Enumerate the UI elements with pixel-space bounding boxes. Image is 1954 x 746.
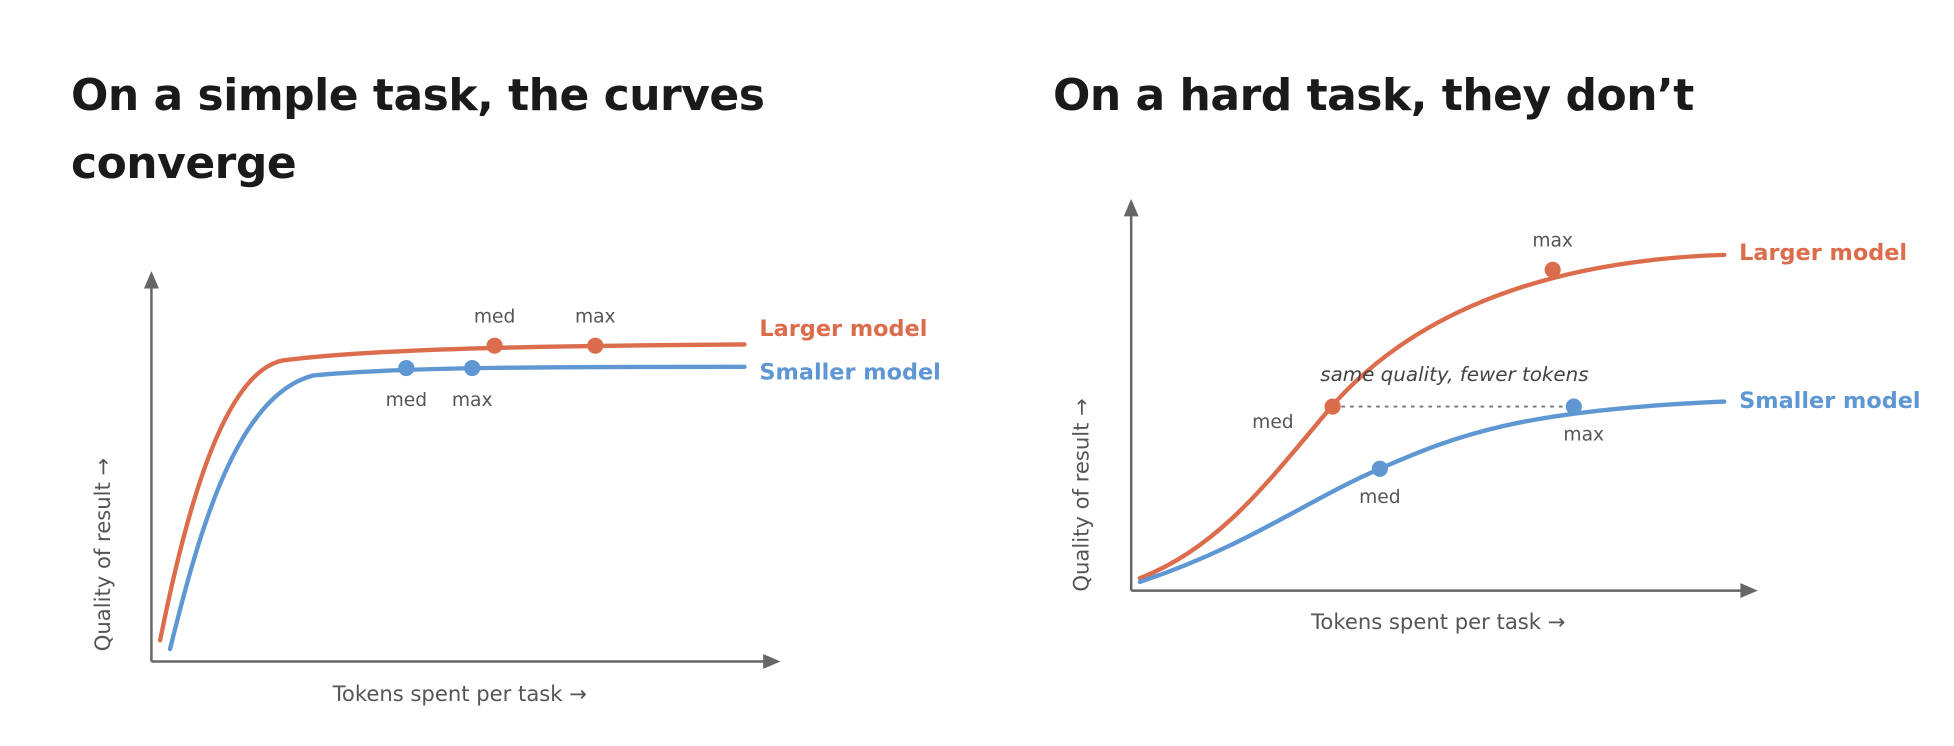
right-diagram: med max med max same quality, fewer toke… — [1069, 198, 1921, 634]
axis-arrow — [1740, 583, 1758, 599]
larger-model-curve — [1137, 252, 1727, 581]
x-axis-label: Tokens spent per task → — [1310, 609, 1565, 634]
point-label: med — [474, 307, 515, 328]
point — [1544, 261, 1561, 278]
point — [486, 337, 503, 354]
series-label: Larger model — [759, 316, 927, 342]
point-label: med — [386, 390, 427, 411]
smaller-model-curve — [1137, 399, 1727, 585]
axis-arrow — [143, 271, 159, 289]
point — [587, 337, 604, 354]
point — [1565, 398, 1582, 415]
axes — [1129, 208, 1748, 592]
panel-title: On a hard task, they don’t — [1053, 70, 1694, 121]
x-axis-label: Tokens spent per task → — [332, 681, 587, 706]
point-label: max — [1563, 425, 1604, 446]
series-label: Smaller model — [1739, 388, 1920, 414]
point-label: max — [452, 390, 493, 411]
point — [1371, 460, 1388, 477]
point-label: med — [1252, 412, 1293, 433]
point — [398, 359, 415, 377]
point — [1324, 398, 1341, 415]
point — [464, 359, 481, 377]
y-axis-label: Quality of result → — [90, 458, 115, 651]
point-label: med — [1359, 487, 1400, 508]
panel-title: On a simple task, the curves converge — [71, 70, 765, 189]
larger-model-curve — [157, 342, 747, 643]
series-label: Smaller model — [759, 360, 940, 386]
series-label: Larger model — [1739, 240, 1907, 266]
point-label: max — [1532, 231, 1573, 252]
point-label: max — [575, 307, 616, 328]
smaller-model-curve — [167, 364, 747, 652]
axes — [150, 280, 771, 663]
axis-arrow — [1123, 198, 1139, 217]
annotation: same quality, fewer tokens — [1320, 363, 1588, 386]
left-diagram: med max med max Larger model Smaller mod… — [90, 271, 941, 706]
axis-arrow — [763, 653, 781, 669]
y-axis-label: Quality of result → — [1069, 398, 1094, 591]
